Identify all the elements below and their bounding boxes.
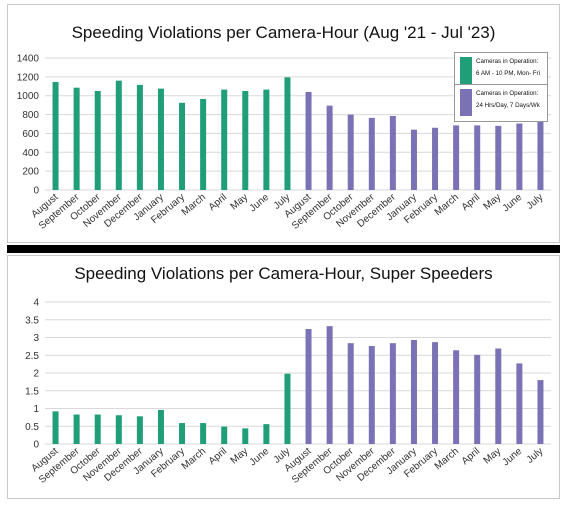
- top-chart-y-tick-label: 200: [22, 167, 39, 178]
- top-chart-bar-13: [305, 91, 312, 190]
- bottom-chart-x-tick-label: June: [248, 446, 272, 469]
- top-chart-bar-11: [263, 89, 270, 190]
- top-chart-bar-18: [410, 129, 417, 190]
- top-chart-x-tick-label: March: [433, 192, 461, 218]
- legend-weekday-line1: Cameras in Operation:: [476, 58, 539, 65]
- top-chart-x-tick-label: June: [501, 192, 525, 215]
- legend-24-7-line1: Cameras in Operation:: [476, 90, 539, 97]
- top-chart-bar-8: [200, 99, 207, 190]
- bottom-chart-bar-20: [453, 350, 460, 444]
- top-chart-bar-21: [474, 125, 481, 190]
- bottom-chart-y-tick-label: 3.5: [25, 315, 39, 326]
- top-chart-bar-19: [432, 127, 439, 190]
- bottom-chart-bar-24: [537, 380, 544, 444]
- bottom-chart-y-tick-label: 0: [33, 440, 39, 451]
- top-chart-title: Speeding Violations per Camera-Hour (Aug…: [71, 23, 496, 42]
- bottom-chart-bar-21: [474, 354, 481, 444]
- top-chart-panel: Speeding Violations per Camera-Hour (Aug…: [7, 4, 560, 243]
- bottom-chart-bar-17: [389, 343, 396, 444]
- section-divider: [7, 245, 560, 253]
- bottom-chart-bar-10: [242, 428, 249, 444]
- top-chart-bar-20: [453, 125, 460, 190]
- top-chart-bar-14: [326, 105, 333, 190]
- top-chart-bar-6: [157, 88, 164, 190]
- top-chart-y-tick-label: 1000: [17, 91, 40, 102]
- bottom-chart-bar-18: [410, 339, 417, 444]
- bottom-chart-bar-19: [432, 342, 439, 444]
- bottom-chart-y-tick-label: 1.5: [25, 386, 39, 397]
- bottom-chart-y-tick-label: 3: [33, 333, 39, 344]
- bottom-chart-bar-11: [263, 424, 270, 444]
- bottom-chart-title: Speeding Violations per Camera-Hour, Sup…: [74, 264, 493, 283]
- bottom-chart-bar-5: [136, 416, 143, 444]
- bottom-chart-x-tick-label: April: [207, 446, 229, 467]
- top-chart-y-tick-label: 1400: [17, 54, 40, 65]
- top-chart-bar-9: [221, 89, 228, 190]
- bottom-chart-bar-1: [52, 411, 59, 444]
- top-chart-y-tick-label: 0: [33, 186, 39, 197]
- top-chart-x-tick-label: June: [248, 192, 272, 215]
- top-chart-bar-12: [284, 77, 291, 190]
- bottom-chart-x-tick-label: April: [460, 446, 482, 467]
- top-chart-bar-24: [537, 114, 544, 190]
- bottom-chart-bar-13: [305, 328, 312, 444]
- bottom-chart-bar-16: [368, 346, 375, 444]
- bottom-chart-x-tick-label: June: [501, 446, 525, 469]
- bottom-chart-y-tick-label: 4: [33, 298, 39, 309]
- bottom-chart-bar-7: [179, 423, 186, 444]
- top-chart-x-tick-label: May: [229, 192, 251, 213]
- bottom-chart-bar-2: [73, 414, 80, 444]
- top-chart-bar-1: [52, 82, 59, 190]
- bottom-chart-bar-15: [347, 343, 354, 444]
- bottom-chart-x-tick-label: March: [433, 446, 461, 472]
- legend-24-7-line2: 24 Hrs/Day, 7 Days/Wk: [476, 102, 540, 109]
- bottom-chart-y-tick-label: 0.5: [25, 422, 39, 433]
- bottom-chart-bar-9: [221, 426, 228, 444]
- top-chart-y-tick-label: 800: [22, 110, 39, 121]
- bottom-chart-bar-23: [516, 363, 523, 444]
- bottom-chart-bar-22: [495, 348, 502, 444]
- bottom-chart-bar-12: [284, 373, 291, 444]
- bottom-chart-bar-4: [115, 415, 122, 444]
- bottom-chart-y-tick-label: 2: [33, 369, 39, 380]
- bottom-chart-bar-6: [157, 409, 164, 444]
- bottom-chart-panel: Speeding Violations per Camera-Hour, Sup…: [7, 255, 560, 499]
- top-chart-bar-10: [242, 91, 249, 190]
- top-chart-x-tick-label: July: [525, 192, 546, 212]
- top-chart-svg: 0200400600800100012001400AugustSeptember…: [17, 54, 551, 232]
- legend-item-weekday: Cameras in Operation: 6 AM - 10 PM, Mon-…: [454, 52, 548, 90]
- bottom-chart-bar-3: [94, 414, 101, 444]
- legend-swatch-purple: [460, 89, 472, 116]
- legend-weekday-line2: 6 AM - 10 PM, Mon- Fri: [476, 70, 540, 77]
- top-chart-bar-17: [389, 115, 396, 190]
- bottom-chart-bar-14: [326, 326, 333, 444]
- bottom-chart-x-tick-label: May: [229, 446, 251, 467]
- top-chart-x-tick-label: May: [482, 192, 504, 213]
- top-chart-bar-7: [179, 102, 186, 190]
- top-chart-bar-16: [368, 117, 375, 190]
- top-chart-x-tick-label: March: [180, 192, 208, 218]
- legend-item-24-7: Cameras in Operation: 24 Hrs/Day, 7 Days…: [454, 84, 548, 122]
- top-chart-bar-5: [136, 84, 143, 190]
- legend-swatch-green: [460, 57, 472, 84]
- bottom-chart-y-tick-label: 2.5: [25, 351, 39, 362]
- bottom-chart-bar-8: [200, 423, 207, 444]
- top-chart-x-tick-label: April: [460, 192, 482, 213]
- top-chart-y-tick-label: 1200: [17, 72, 40, 83]
- bottom-chart-x-tick-label: March: [180, 446, 208, 472]
- top-chart-y-tick-label: 600: [22, 129, 39, 140]
- bottom-chart-y-tick-label: 1: [33, 404, 39, 415]
- top-chart-bar-2: [73, 87, 80, 190]
- top-chart-bar-3: [94, 91, 101, 190]
- top-chart-bar-23: [516, 123, 523, 190]
- top-chart-x-tick-label: April: [207, 192, 229, 213]
- bottom-chart-x-tick-label: July: [525, 446, 546, 466]
- bottom-chart-svg: 00.511.522.533.54AugustSeptemberOctoberN…: [25, 298, 551, 486]
- top-chart-bar-22: [495, 125, 502, 190]
- top-chart-bar-15: [347, 114, 354, 190]
- bottom-chart-x-tick-label: May: [482, 446, 504, 467]
- top-chart-bar-4: [115, 80, 122, 190]
- top-chart-y-tick-label: 400: [22, 148, 39, 159]
